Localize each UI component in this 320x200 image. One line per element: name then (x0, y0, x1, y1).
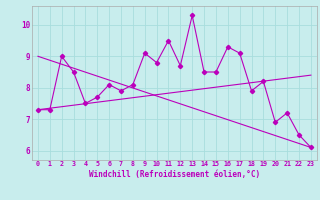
X-axis label: Windchill (Refroidissement éolien,°C): Windchill (Refroidissement éolien,°C) (89, 170, 260, 179)
